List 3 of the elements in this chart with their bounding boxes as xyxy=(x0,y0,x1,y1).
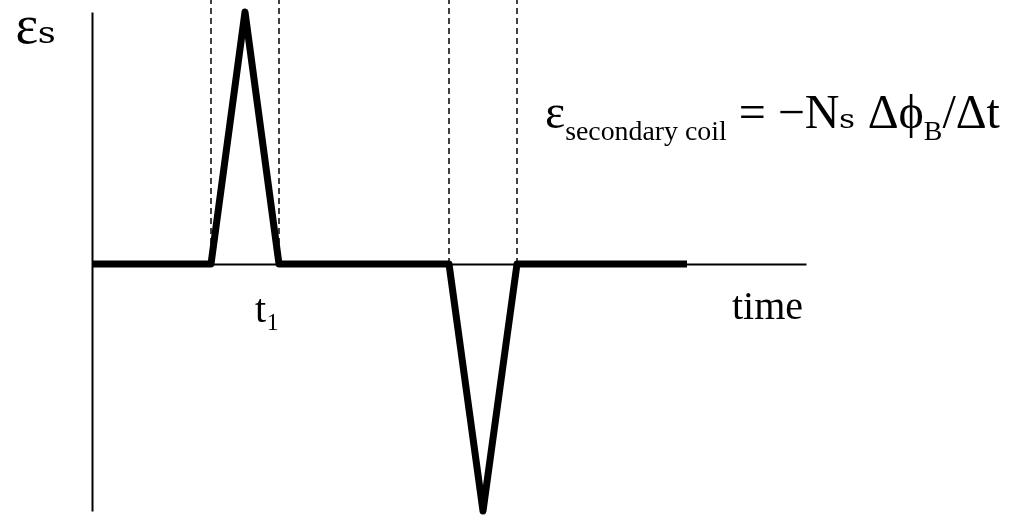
x-axis-title: time xyxy=(731,282,804,328)
y-axis-title: εₛ xyxy=(15,0,57,55)
annotation: t₁ xyxy=(255,286,281,331)
